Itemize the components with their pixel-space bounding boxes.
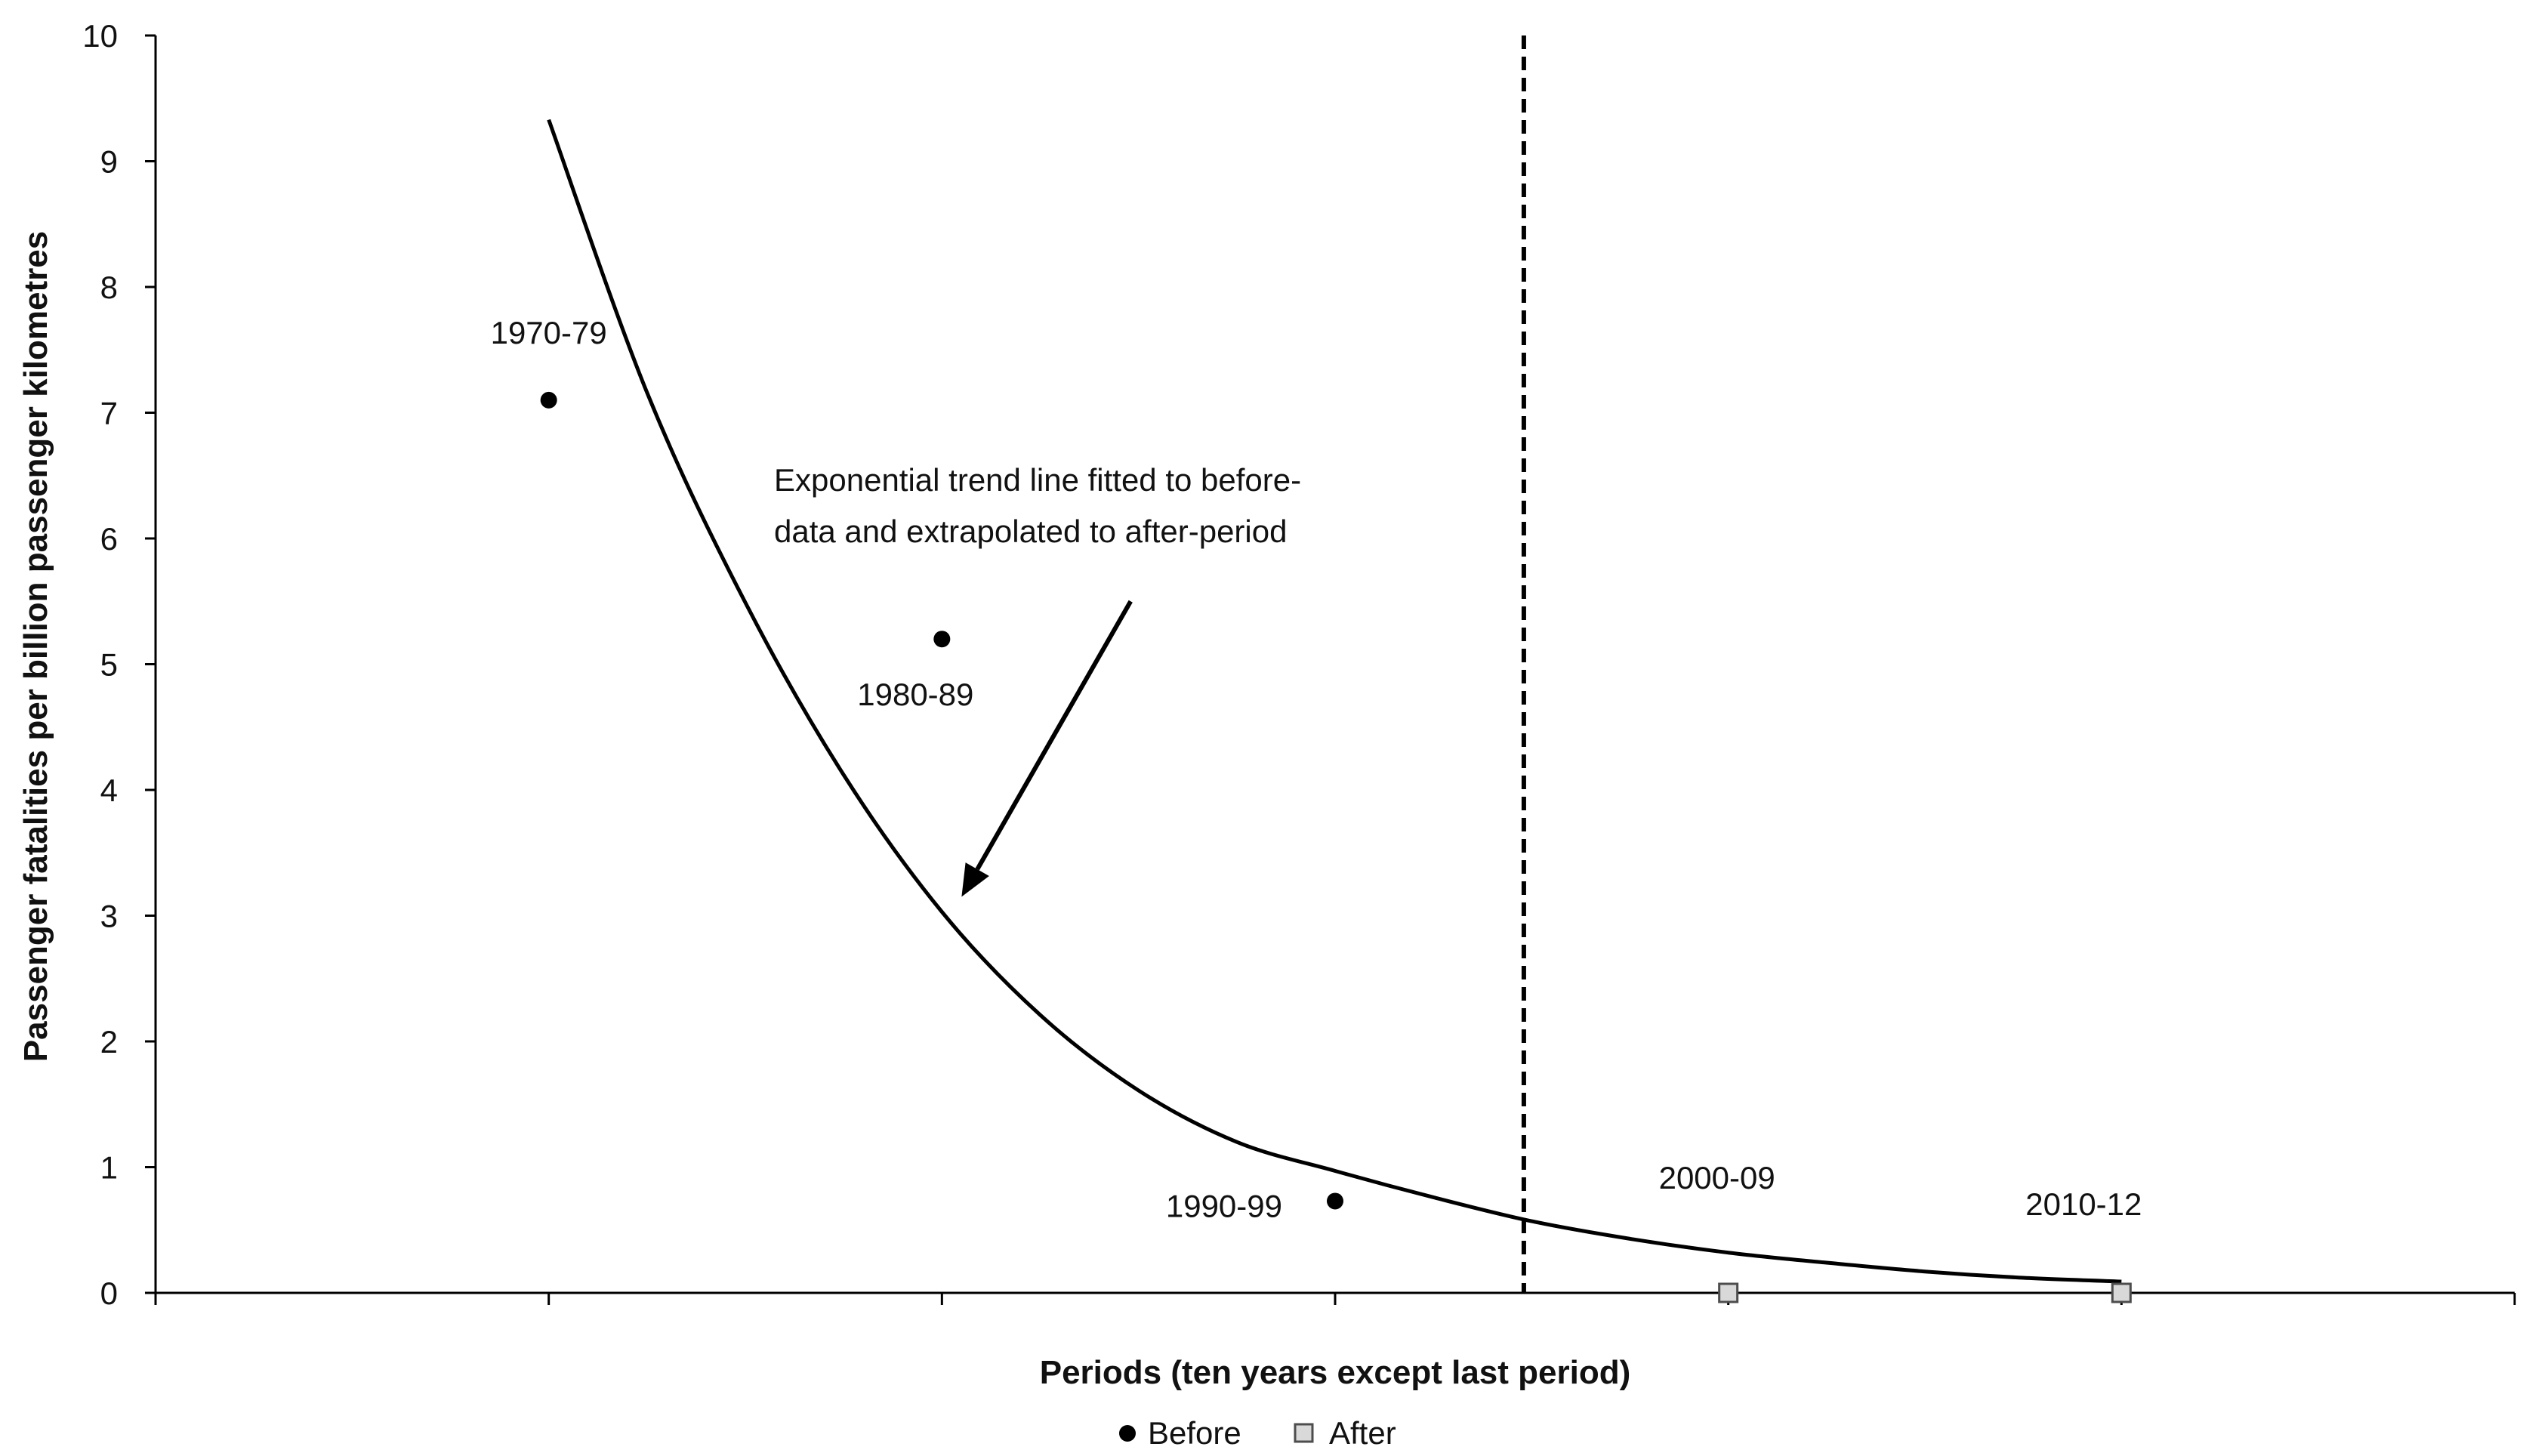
point-label: 1980-89 [857, 677, 973, 712]
y-tick-label: 7 [100, 396, 118, 431]
point-label: 1970-79 [491, 315, 607, 350]
y-tick-label: 5 [100, 647, 118, 683]
y-tick-label: 1 [100, 1150, 118, 1186]
legend-before-label: Before [1148, 1415, 1241, 1451]
y-tick-label: 2 [100, 1024, 118, 1060]
before-point [540, 391, 557, 409]
annotation-group: Exponential trend line fitted to before-… [774, 462, 1301, 897]
y-tick-label: 10 [82, 18, 118, 54]
legend-after-marker [1294, 1423, 1314, 1443]
legend-before-marker [1119, 1425, 1136, 1442]
point-label: 2000-09 [1659, 1160, 1775, 1195]
x-axis-title: Periods (ten years except last period) [1040, 1354, 1631, 1391]
trend-line [547, 119, 2122, 1284]
y-tick-label: 6 [100, 521, 118, 557]
legend-after-label: After [1329, 1415, 1396, 1451]
after-point [1718, 1282, 1739, 1303]
point-label: 2010-12 [2025, 1186, 2142, 1222]
y-tick-label: 4 [100, 773, 118, 808]
point-label: 1990-99 [1166, 1188, 1282, 1223]
axes-group: 0 1 2 3 4 5 6 7 8 9 10 [82, 18, 2516, 1311]
y-tick-label: 9 [100, 144, 118, 180]
after-point [2111, 1282, 2132, 1303]
trend-line-group [547, 119, 2122, 1284]
before-point [1327, 1192, 1343, 1210]
before-point [933, 631, 951, 648]
y-tick-label: 8 [100, 270, 118, 305]
y-tick-label: 3 [100, 899, 118, 934]
legend: Before After [1119, 1415, 1396, 1451]
annotation-line: Exponential trend line fitted to before- [774, 462, 1301, 498]
points-group: 1970-79 1980-89 1990-99 2000-09 2010-12 [491, 315, 2142, 1303]
annotation-arrow-head [961, 862, 989, 897]
y-axis-title: Passenger fatalities per billion passeng… [17, 231, 54, 1062]
annotation-arrow-shaft [975, 600, 1133, 871]
annotation-line: data and extrapolated to after-period [774, 514, 1287, 549]
y-tick-label: 0 [100, 1276, 118, 1311]
